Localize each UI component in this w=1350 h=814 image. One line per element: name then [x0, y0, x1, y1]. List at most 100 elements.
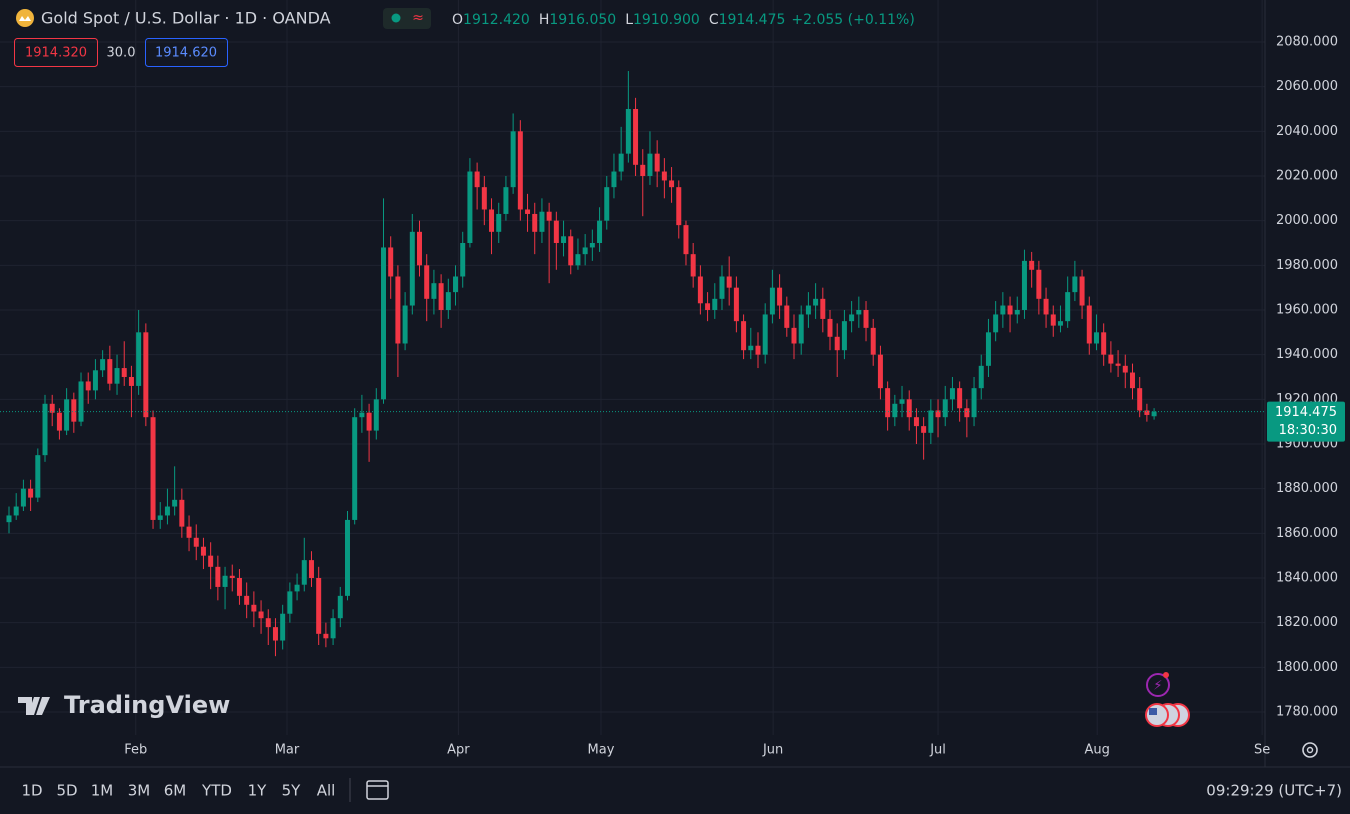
candle-body — [741, 321, 747, 351]
candle-body — [222, 575, 228, 587]
candle-body — [568, 236, 574, 266]
logo-mark — [18, 697, 50, 715]
candle-body — [697, 276, 703, 304]
candle-body — [769, 287, 775, 315]
ohlc-value: 1916.050 — [549, 12, 616, 28]
candle-body — [1129, 372, 1135, 389]
candle-body — [229, 575, 235, 578]
chart-title[interactable]: Gold Spot / U.S. Dollar · 1D · OANDA — [41, 9, 331, 28]
candle-body — [525, 209, 531, 214]
candle-body — [6, 515, 12, 523]
candle-body — [813, 298, 819, 306]
candle-body — [402, 305, 408, 344]
range-button[interactable]: 1Y — [248, 782, 268, 800]
price-tag-value: 1914.475 — [1275, 405, 1337, 420]
candle-body — [611, 171, 617, 188]
candle-body — [640, 164, 646, 176]
toolbar: 1D 5D 1M 3M 6M YTD 1Y 5Y All — [21, 782, 335, 800]
candle-body — [899, 399, 905, 404]
candle-body — [589, 242, 595, 248]
y-tick-label: 1960.000 — [1276, 302, 1338, 317]
candle-body — [308, 560, 314, 578]
indicator-pill[interactable] — [383, 8, 431, 29]
candle-body — [179, 499, 185, 527]
candle-body — [726, 276, 732, 288]
candle-body — [517, 131, 523, 210]
range-button[interactable]: YTD — [201, 782, 232, 800]
candle-body — [352, 417, 358, 520]
overlay: 1780.000 1800.000 1820.000 1840.000 1860.000… — [0, 34, 1345, 758]
ohlc-key: C — [709, 12, 719, 28]
range-button[interactable]: 1M — [91, 782, 114, 800]
range-button[interactable]: 6M — [164, 782, 187, 800]
range-button[interactable]: All — [317, 782, 336, 800]
candle-body — [834, 336, 840, 351]
range-button[interactable]: 1D — [21, 782, 42, 800]
buy-price[interactable]: 1914.620 — [155, 46, 217, 61]
candle-body — [172, 499, 178, 507]
ohlc-key: H — [539, 12, 550, 28]
candle-body — [316, 577, 322, 634]
candle-body — [121, 368, 127, 377]
candle-body — [287, 591, 293, 614]
candle-body — [1050, 314, 1056, 326]
candle-body — [496, 213, 502, 232]
candles — [6, 71, 1157, 657]
candle-body — [1137, 388, 1143, 411]
candle-body — [251, 604, 257, 612]
candle-body — [791, 327, 797, 344]
candle-body — [20, 488, 26, 507]
candle-body — [272, 627, 278, 641]
x-tick-label: Aug — [1085, 743, 1110, 758]
candle-body — [1036, 269, 1042, 299]
candle-body — [1115, 363, 1121, 366]
candle-body — [114, 368, 120, 384]
ohlc-value: 1910.900 — [633, 12, 700, 28]
candle-body — [1057, 321, 1063, 326]
candle-body — [42, 403, 48, 456]
candle-body — [885, 388, 891, 418]
candle-body — [337, 595, 343, 619]
candle-body — [100, 359, 106, 371]
range-button[interactable]: 5Y — [282, 782, 302, 800]
candle-body — [1122, 365, 1128, 373]
candle-body — [805, 305, 811, 315]
settings-button[interactable] — [1302, 742, 1318, 758]
ohlc-legend: O1912.420 H1916.050 L1910.900 C1914.475 +2.0… — [452, 12, 915, 28]
candle-body — [705, 303, 711, 310]
candle-body — [949, 388, 955, 400]
candle-body — [431, 283, 437, 299]
candle-body — [733, 287, 739, 322]
candle-body — [503, 187, 509, 214]
candle-body — [193, 537, 199, 547]
candle-body — [1151, 411, 1157, 417]
buy-button[interactable] — [145, 38, 228, 67]
sell-price[interactable]: 1914.320 — [25, 46, 87, 61]
range-button[interactable]: 3M — [128, 782, 151, 800]
range-button[interactable]: 5D — [56, 782, 77, 800]
date-range-button[interactable] — [366, 780, 389, 800]
candle-body — [323, 633, 329, 639]
candle-body — [1101, 332, 1107, 355]
ohlc-value: 1914.475 — [719, 12, 786, 28]
y-tick-label: 2060.000 — [1276, 79, 1338, 94]
candle-body — [294, 584, 300, 592]
clock[interactable]: 09:29:29 (UTC+7) — [1206, 782, 1342, 800]
candle-body — [92, 370, 98, 391]
event-badge — [1163, 672, 1169, 678]
candle-body — [395, 276, 401, 344]
candle-body — [460, 242, 466, 277]
candle-body — [1021, 260, 1027, 310]
spread: 30.0 — [107, 46, 136, 61]
sell-button[interactable] — [14, 38, 98, 67]
event-icon[interactable] — [1146, 673, 1170, 697]
y-tick-label: 1980.000 — [1276, 258, 1338, 273]
candle-body — [85, 381, 91, 391]
y-tick-label: 1860.000 — [1276, 526, 1338, 541]
candle-body — [553, 220, 559, 243]
candle-body — [892, 403, 898, 418]
y-tick-label: 1880.000 — [1276, 481, 1338, 496]
candle-body — [712, 298, 718, 310]
candle-body — [1072, 276, 1078, 293]
candle-body — [942, 399, 948, 418]
